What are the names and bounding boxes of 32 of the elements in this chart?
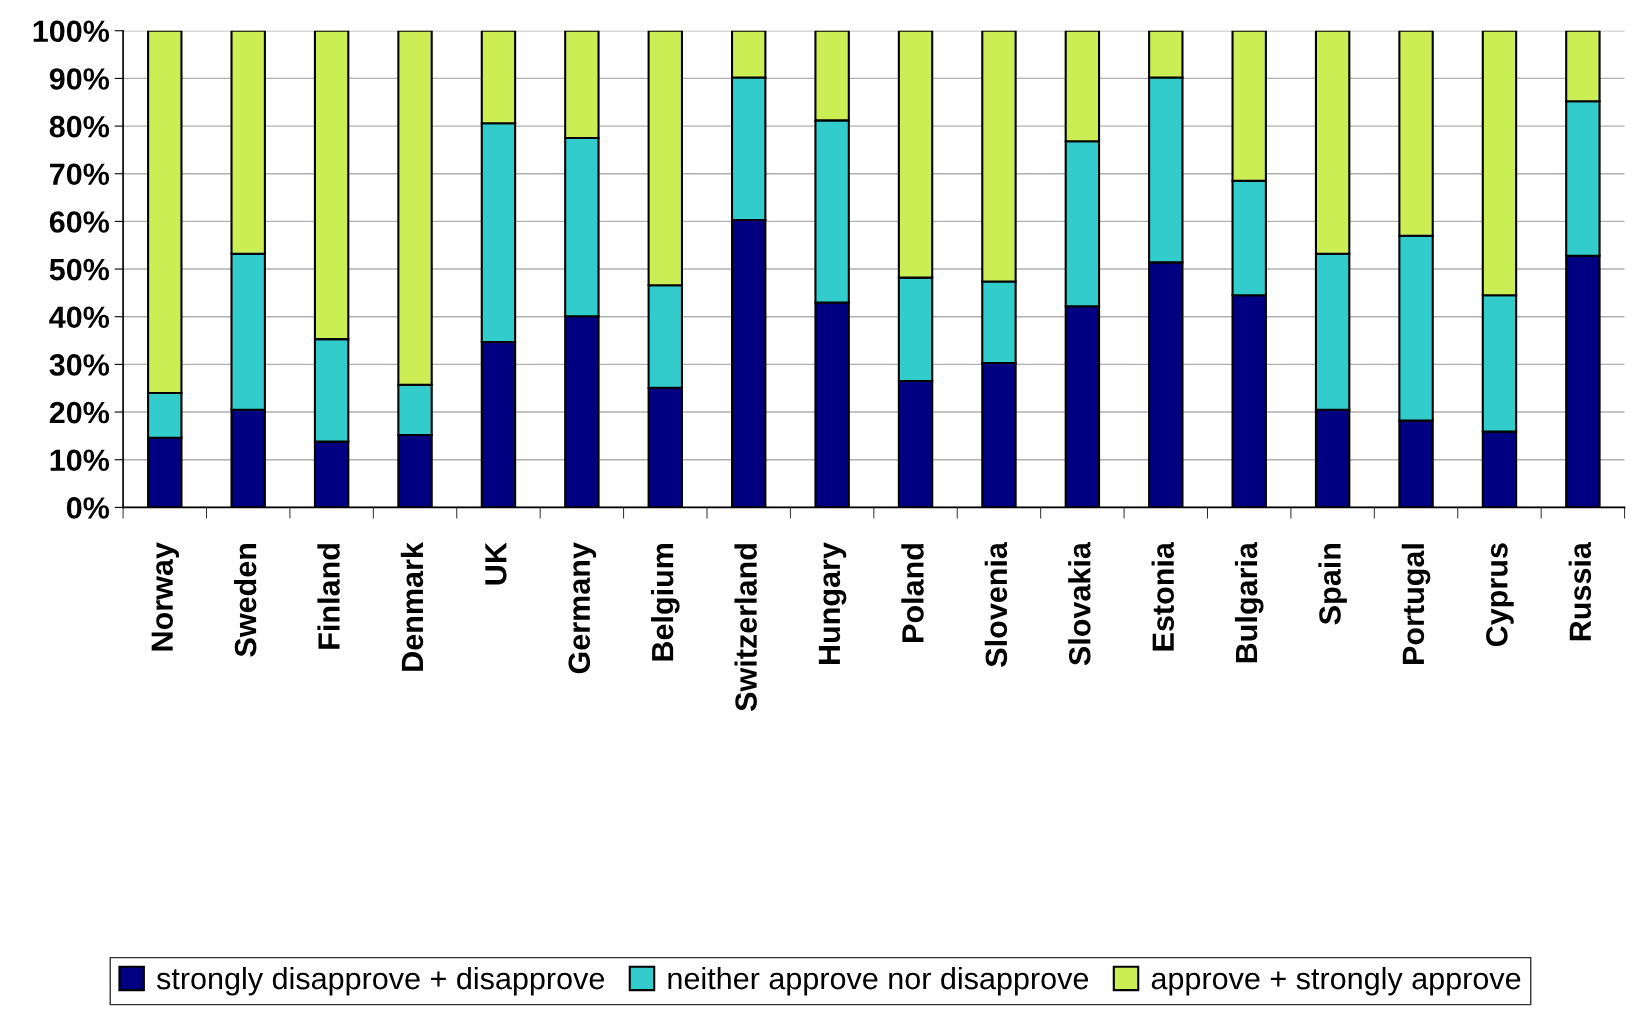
y-tick-label: 70% bbox=[50, 163, 110, 186]
y-tick-label: 90% bbox=[49, 68, 110, 90]
x-tick-label: UK bbox=[485, 542, 507, 585]
y-tick-label: 0% bbox=[66, 497, 110, 519]
y-tick-label: 80% bbox=[49, 115, 110, 138]
y-tick-label: 40% bbox=[49, 306, 110, 329]
x-tick-label: Spain bbox=[1318, 543, 1347, 625]
y-tick-label: 100% bbox=[33, 20, 110, 43]
x-tick-label: Cyprus bbox=[1486, 543, 1514, 647]
x-tick-label: Denmark bbox=[400, 542, 424, 671]
x-tick-label: Belgium bbox=[650, 543, 680, 661]
x-tick-label: Norway bbox=[151, 542, 180, 651]
legend-label: strongly disapprove + disapprove bbox=[156, 966, 604, 996]
y-tick-label: 30% bbox=[49, 354, 110, 376]
x-tick-label: Slovenia bbox=[984, 541, 1008, 667]
x-tick-label: Switzerland bbox=[734, 544, 757, 711]
x-tick-label: Slovakia bbox=[1068, 541, 1091, 666]
legend-label: neither approve nor disapprove bbox=[668, 966, 1089, 996]
x-tick-label: Bulgaria bbox=[1234, 541, 1264, 663]
y-tick-label: 60% bbox=[49, 211, 110, 233]
y-tick-label: 20% bbox=[49, 401, 110, 424]
x-tick-label: Poland bbox=[901, 544, 924, 642]
legend-label: approve + strongly approve bbox=[1151, 966, 1521, 996]
x-tick-label: Finland bbox=[317, 544, 340, 649]
x-tick-label: Germany bbox=[568, 542, 597, 674]
y-tick-label: 10% bbox=[50, 449, 110, 472]
x-tick-label: Russia bbox=[1568, 541, 1592, 641]
x-tick-label: Estonia bbox=[1151, 541, 1174, 651]
x-tick-label: Sweden bbox=[233, 543, 257, 657]
x-tick-label: Hungary bbox=[818, 542, 847, 664]
y-tick-label: 50% bbox=[49, 258, 110, 281]
x-tick-label: Portugal bbox=[1401, 544, 1431, 664]
